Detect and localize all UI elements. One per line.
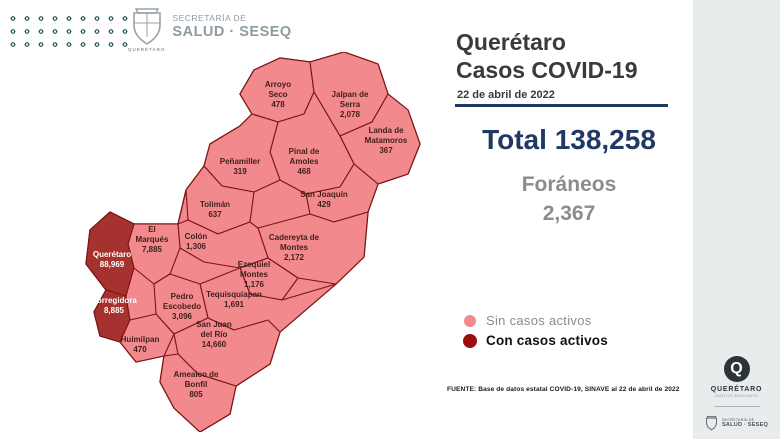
map-label-el-marques: El Marqués 7,885 [135,225,169,254]
map-label-pedro-escobedo: Pedro Escobedo 3,096 [162,292,202,321]
shield-icon [132,8,161,45]
legend-swatch-pink [464,314,476,327]
foraneos-value: 2,367 [542,202,596,226]
side-strip: Q QUERÉTARO JUNTOS ADELANTE SECRETARÍA D… [693,0,780,439]
queretaro-logo-name: QUERÉTARO [710,386,763,393]
map-label-penamiller: Peñamiller 319 [219,157,261,176]
map-label-colon: Colón 1,306 [184,232,208,251]
map-label-tequisquiapan: Tequisquiapan 1,691 [206,290,262,309]
brand-small-label: SECRETARÍA DE [172,13,247,23]
map-label-cadereyta-de-montes: Cadereyta de Montes 2,172 [268,233,320,262]
map-label-arroyo-seco: Arroyo Seco 478 [264,80,292,109]
legend-swatch-dark-red [463,333,477,348]
foraneos-block: Foráneos 2,367 [450,170,688,229]
brand-sub-label: QUERÉTARO [128,47,166,52]
legend-row-no-active: Sin casos activos [464,313,608,328]
header-brand: QUERÉTARO SECRETARÍA DE SALUD · SESEQ [128,6,292,52]
title-line-1: Querétaro [456,29,566,55]
total-label: Total [482,124,547,155]
map-label-san-joaquin: San Joaquín 429 [300,190,348,209]
map-label-toliman: Tolimán 637 [199,200,231,219]
map-label-ezequiel-montes: Ezequiel Montes 1,176 [237,260,271,289]
map-label-amealco-de-bonfil: Amealco de Bonfil 805 [173,370,219,399]
foraneos-label: Foráneos [521,173,617,196]
date-underline [455,104,668,107]
legend-label-no-active: Sin casos activos [486,313,592,328]
municipality-huimilpan [119,313,175,363]
footer-brand-small: SECRETARÍA DE [721,418,755,422]
municipality-amealco-de-bonfil [159,353,237,432]
map-label-jalpan-de-serra: Jalpan de Serra 2,078 [331,90,369,119]
map-svg [85,52,421,432]
shield-small-icon [706,416,717,431]
footer-logos: Q QUERÉTARO JUNTOS ADELANTE SECRETARÍA D… [693,356,780,431]
map-label-landa-de-matamoros: Landa de Matamoros 367 [364,126,408,155]
legend-row-active: Con casos activos [463,333,608,348]
map-label-huimilpan: Huimilpan 470 [120,335,160,354]
footer-salud-brand: SECRETARÍA DE SALUD · SESEQ [705,415,768,431]
map-label-corregidora: Corregidora 8,885 [91,296,137,315]
title-line-2: Casos COVID-19 [456,57,638,84]
municipality-queretaro [85,211,135,297]
footer-brand-big: SALUD · SESEQ [721,422,769,428]
report-date: 22 de abril de 2022 [457,89,555,101]
source-note: FUENTE: Base de datos estatal COVID-19, … [447,386,680,393]
legend: Sin casos activos Con casos activos [463,313,608,353]
map-label-queretaro: Querétaro 88,969 [92,250,132,269]
total-value: 138,258 [554,124,656,155]
queretaro-map: Arroyo Seco 478 Jalpan de Serra 2,078 La… [82,52,422,432]
page-title: Querétaro Casos COVID-19 [456,28,638,84]
map-label-san-juan-del-rio: San Juan del Río 14,660 [196,320,232,349]
municipality-colon [177,219,269,269]
queretaro-logo-tagline: JUNTOS ADELANTE [714,394,759,398]
logo-divider [713,406,760,407]
queretaro-q-logo-icon: Q [723,356,750,382]
total-cases: Total 138,258 [450,124,688,156]
brand-big-label: SALUD · SESEQ [172,24,292,40]
legend-label-active: Con casos activos [486,333,608,348]
map-label-pinal-de-amoles: Pinal de Amoles 468 [288,147,320,176]
dot-grid-decoration [6,12,128,51]
